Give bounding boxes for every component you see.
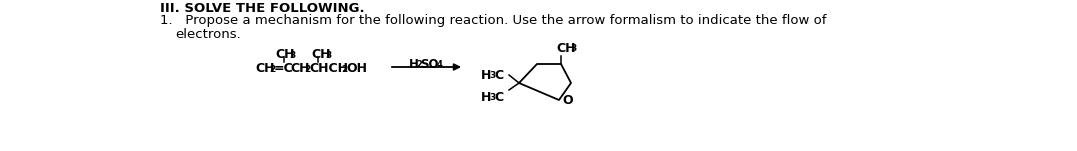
Text: C: C (494, 69, 503, 82)
Text: O: O (562, 94, 573, 107)
Text: CH: CH (255, 62, 275, 75)
Text: 2: 2 (341, 65, 347, 74)
Text: CH: CH (556, 42, 575, 55)
Text: electrons.: electrons. (174, 28, 241, 41)
Text: OH: OH (346, 62, 367, 75)
Text: C: C (494, 91, 503, 104)
Text: 2: 2 (417, 60, 422, 69)
Text: SO: SO (420, 58, 439, 71)
Text: 3: 3 (489, 93, 495, 102)
Text: 2: 2 (304, 65, 310, 74)
Text: H: H (481, 69, 491, 82)
Text: CH: CH (290, 62, 309, 75)
Text: 3: 3 (289, 51, 295, 60)
Text: =C: =C (274, 62, 294, 75)
Text: 3: 3 (570, 44, 576, 53)
Text: 4: 4 (436, 60, 443, 69)
Text: CH: CH (311, 48, 331, 61)
Text: CHCH: CHCH (309, 62, 348, 75)
Text: H: H (408, 58, 418, 71)
Text: 2: 2 (269, 65, 276, 74)
Text: III. SOLVE THE FOLLOWING.: III. SOLVE THE FOLLOWING. (160, 2, 365, 15)
Text: H: H (481, 91, 491, 104)
Text: 3: 3 (489, 71, 495, 80)
Text: CH: CH (275, 48, 294, 61)
Text: 3: 3 (325, 51, 332, 60)
Text: 1.   Propose a mechanism for the following reaction. Use the arrow formalism to : 1. Propose a mechanism for the following… (160, 14, 826, 27)
